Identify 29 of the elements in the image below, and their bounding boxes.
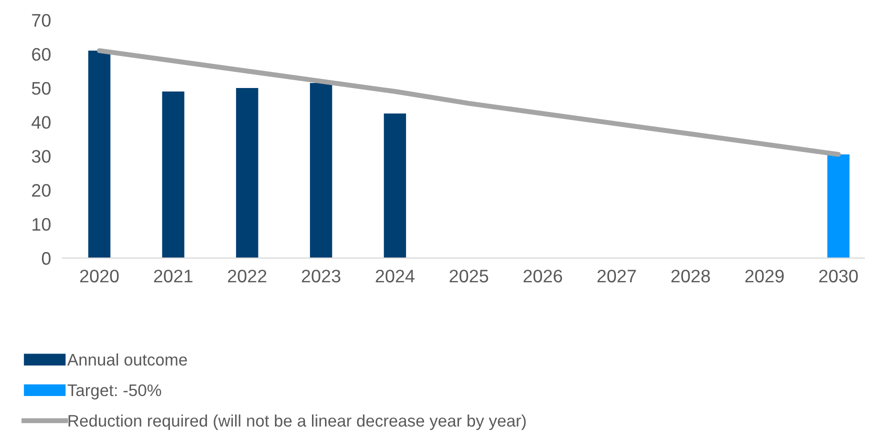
bar <box>310 82 332 258</box>
y-tick-label: 50 <box>32 82 51 95</box>
y-tick-label: 60 <box>32 48 51 61</box>
bar <box>384 114 406 258</box>
y-tick-label: 20 <box>32 184 51 197</box>
legend-label: Target: -50% <box>68 384 162 400</box>
x-tick-label: 2028 <box>671 270 710 282</box>
legend-label: Reduction required (will not be a linear decrease year by year) <box>68 414 526 430</box>
y-tick-label: 0 <box>42 252 51 265</box>
bar <box>88 50 110 258</box>
y-tick-label: 10 <box>32 218 51 231</box>
y-tick-label: 30 <box>32 150 51 163</box>
x-tick-label: 2026 <box>524 270 562 282</box>
x-tick-label: 2021 <box>154 270 192 282</box>
x-tick-label: 2030 <box>819 270 858 282</box>
y-tick-label: 70 <box>32 14 51 27</box>
bar <box>162 91 184 258</box>
x-tick-label: 2020 <box>80 270 119 282</box>
x-tick-label: 2022 <box>228 270 266 282</box>
line-series <box>96 48 841 157</box>
bar <box>827 154 850 258</box>
bar <box>236 88 258 258</box>
x-tick-label: 2024 <box>376 270 415 282</box>
x-tick-label: 2027 <box>598 270 636 282</box>
y-tick-label: 40 <box>32 116 51 129</box>
x-tick-label: 2025 <box>450 270 488 282</box>
x-tick-label: 2023 <box>302 270 340 282</box>
x-tick-label: 2029 <box>745 270 784 282</box>
legend-label: Annual outcome <box>67 353 187 366</box>
